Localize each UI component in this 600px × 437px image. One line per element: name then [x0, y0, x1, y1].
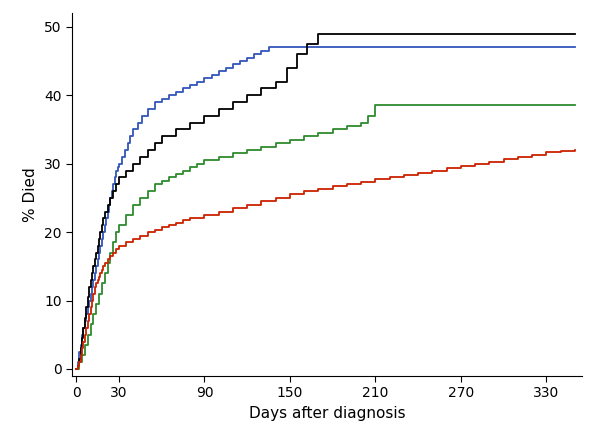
Y-axis label: % Died: % Died [23, 167, 38, 222]
X-axis label: Days after diagnosis: Days after diagnosis [248, 406, 406, 421]
